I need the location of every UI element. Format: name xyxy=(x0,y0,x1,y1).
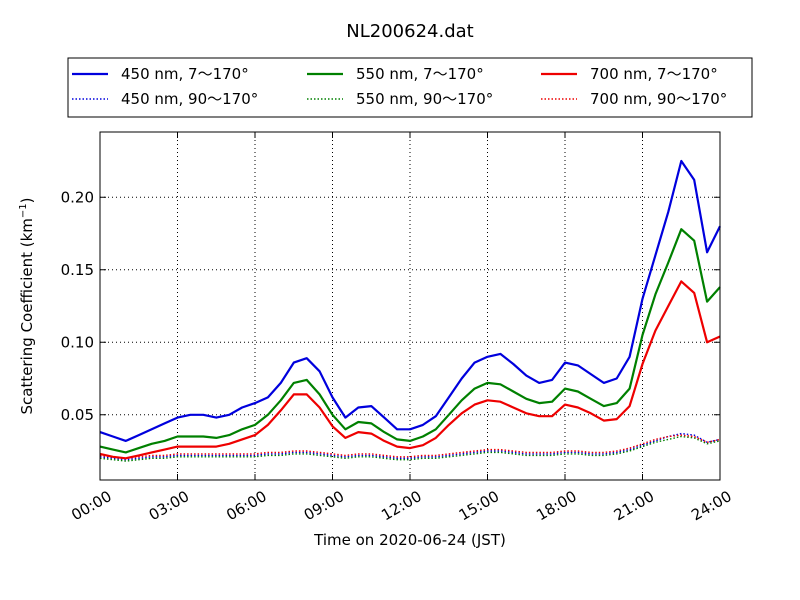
x-axis-label: Time on 2020-06-24 (JST) xyxy=(313,531,506,549)
legend: 450 nm, 7～170° 450 nm, 90～170° 550 nm, 7～1… xyxy=(67,57,753,118)
legend-entry-label: 450 nm, 90～170° xyxy=(121,90,258,108)
series-line-5 xyxy=(99,434,721,459)
series-lines xyxy=(99,159,721,462)
y-tick-label: 0.15 xyxy=(61,261,94,279)
legend-entry-label: 450 nm, 7～170° xyxy=(121,65,249,83)
legend-frame xyxy=(67,57,753,118)
y-tick-label: 0.10 xyxy=(61,333,94,351)
y-tick-label: 0.20 xyxy=(61,188,94,206)
legend-entry-label: 550 nm, 7～170° xyxy=(356,65,484,83)
y-axis-label-exponent: −1 xyxy=(18,203,29,218)
legend-entry-label: 700 nm, 90～170° xyxy=(590,90,727,108)
y-tick-label: 0.05 xyxy=(61,406,94,424)
series-line-2 xyxy=(99,228,721,454)
series-line-0 xyxy=(99,159,721,442)
y-axis-label: Scattering Coefficient (km−1) xyxy=(18,197,36,414)
chart-title: NL200624.dat xyxy=(346,21,473,42)
series-line-1 xyxy=(99,432,721,461)
y-axis-label-close: ) xyxy=(18,197,36,203)
series-line-3 xyxy=(99,435,721,462)
legend-entry-label: 700 nm, 7～170° xyxy=(590,65,718,83)
y-axis-label-main: Scattering Coefficient (km xyxy=(18,218,36,414)
grid xyxy=(100,132,720,480)
series-line-4 xyxy=(99,280,721,460)
legend-entry-label: 550 nm, 90～170° xyxy=(356,90,493,108)
